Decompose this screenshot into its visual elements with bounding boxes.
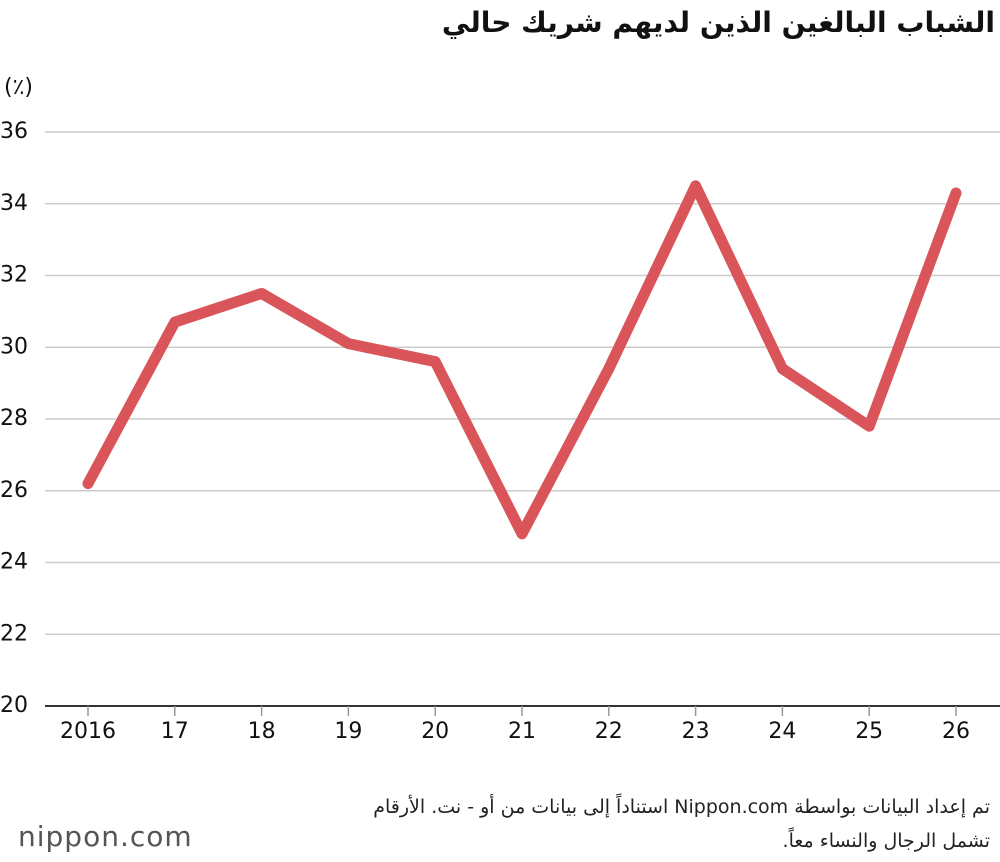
y-axis-label: (٪) [4,75,33,100]
footnote: تشمل الرجال والنساء معاً. [782,830,990,852]
y-tick-label: 32 [0,263,28,288]
y-tick-label: 28 [0,406,28,431]
x-tick-label: 24 [768,719,796,744]
x-tick-label: 2016 [60,719,116,744]
y-tick-label: 30 [0,334,28,359]
chart-title: الشباب البالغين الذين لديهم شريك حالي [441,6,995,39]
x-tick-label: 21 [508,719,536,744]
footnote: تم إعداد البيانات بواسطة Nippon.com استن… [373,796,990,818]
x-tick-label: 19 [334,719,362,744]
y-tick-label: 26 [0,478,28,503]
y-tick-label: 22 [0,621,28,646]
data-line [82,180,962,540]
x-tick-label: 23 [682,719,710,744]
y-tick-label: 34 [0,191,28,216]
x-tick-label: 25 [855,719,883,744]
y-tick-label: 36 [0,119,28,144]
x-tick-label: 17 [161,719,189,744]
chart: (٪) 20 22 24 26 28 30 32 34 36 2016 17 18 19 20 21 22 23… [0,75,1000,744]
logo: nippon.com [18,820,193,853]
x-tick-label: 20 [421,719,449,744]
x-tick-label: 22 [595,719,623,744]
x-tick-label: 18 [248,719,276,744]
x-tick-label: 26 [942,719,970,744]
y-tick-label: 20 [0,693,28,718]
y-tick-label: 24 [0,550,28,575]
